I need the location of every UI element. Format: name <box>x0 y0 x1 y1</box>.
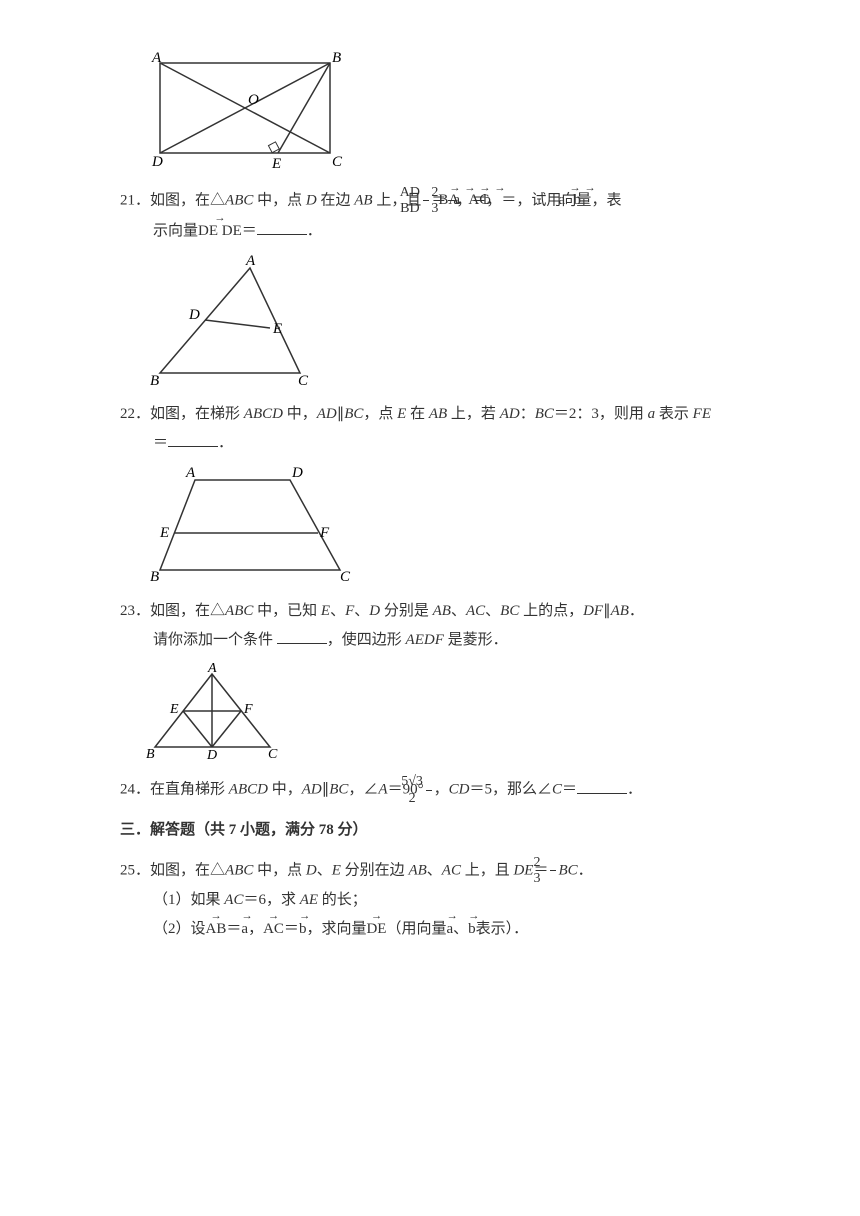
figure-triangle-efd: A B C D E F <box>140 662 760 762</box>
blank-23 <box>277 628 327 644</box>
svg-text:C: C <box>340 569 351 585</box>
svg-text:D: D <box>206 748 217 762</box>
svg-text:C: C <box>332 154 343 170</box>
svg-text:D: D <box>291 465 303 481</box>
svg-text:D: D <box>188 307 200 323</box>
svg-text:O: O <box>248 92 259 108</box>
q24-num: 24． <box>120 782 150 798</box>
problem-21: 21．如图，在△ABC 中，点 D 在边 AB 上，且ADBD＝23，BA＝a，… <box>120 185 760 245</box>
svg-text:F: F <box>243 702 253 717</box>
blank-21 <box>257 219 307 235</box>
svg-text:E: E <box>272 321 282 337</box>
svg-text:E: E <box>169 702 179 717</box>
problem-25: 25．如图，在△ABC 中，点 D、E 分别在边 AB、AC 上，且 DE＝23… <box>120 855 760 944</box>
problem-24: 24．在直角梯形 ABCD 中，AD∥BC，∠A＝90°5√32，CD＝5，那么… <box>120 774 760 806</box>
svg-text:B: B <box>332 50 341 66</box>
q25-num: 25． <box>120 862 150 878</box>
svg-text:B: B <box>146 747 155 762</box>
figure-trapezoid: A D B C E F <box>140 465 760 585</box>
problem-23: 23．如图，在△ABC 中，已知 E、F、D 分别是 AB、AC、BC 上的点，… <box>120 597 760 654</box>
svg-text:B: B <box>150 569 159 585</box>
section-3-header: 三．解答题（共 7 小题，满分 78 分） <box>120 816 760 845</box>
figure-rectangle-diagonals: A B C D O E <box>140 48 760 173</box>
svg-text:A: A <box>185 465 196 481</box>
svg-text:C: C <box>268 747 278 762</box>
svg-text:D: D <box>151 154 163 170</box>
svg-text:A: A <box>245 253 256 269</box>
svg-text:E: E <box>159 525 169 541</box>
figure-triangle-de: A B C D E <box>140 253 760 388</box>
svg-text:E: E <box>271 156 281 172</box>
svg-text:C: C <box>298 373 309 388</box>
blank-24 <box>577 778 627 794</box>
svg-text:B: B <box>150 373 159 388</box>
svg-text:A: A <box>207 662 217 676</box>
svg-text:A: A <box>151 50 162 66</box>
q21-num: 21． <box>120 192 150 208</box>
problem-22: 22．如图，在梯形 ABCD 中，AD∥BC，点 E 在 AB 上，若 AD：B… <box>120 400 760 457</box>
blank-22 <box>168 431 218 447</box>
svg-text:F: F <box>319 525 330 541</box>
q23-num: 23． <box>120 603 150 619</box>
q22-num: 22． <box>120 406 150 422</box>
